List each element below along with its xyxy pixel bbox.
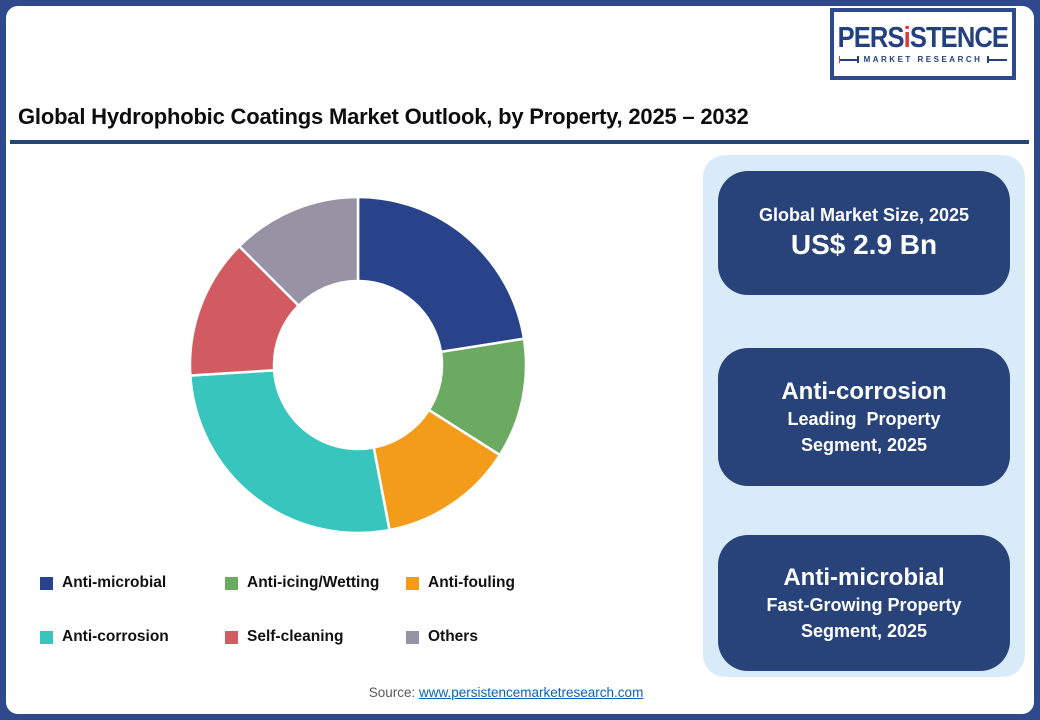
legend-label-anti-fouling: Anti-fouling [428, 574, 515, 591]
legend-label-anti-microbial: Anti-microbial [62, 574, 167, 591]
brand-wordmark: PERSiSTENCE [837, 22, 1009, 54]
brand-tagline: MARKET RESEARCH [863, 55, 983, 64]
brand-letter-i: i [903, 22, 911, 54]
brand-text-prefix: PERS [837, 22, 905, 54]
legend-item-anti-fouling: Anti-fouling [406, 574, 515, 592]
card-market-size-value: US$ 2.9 Bn [790, 229, 938, 261]
highlights-panel: Global Market Size, 2025 US$ 2.9 Bn Anti… [703, 155, 1025, 677]
page-frame: PERSiSTENCE MARKET RESEARCH Global Hydro… [6, 6, 1034, 714]
source-line: Source: www.persistencemarketresearch.co… [6, 685, 1006, 700]
legend-item-others: Others [406, 628, 515, 646]
legend-item-anti-icing-wetting: Anti-icing/Wetting [225, 574, 406, 592]
tagline-rule-right [987, 57, 1008, 63]
card-leading-segment-line2: Segment, 2025 [800, 434, 928, 455]
donut-chart [188, 195, 528, 535]
card-leading-segment-line1: Leading Property [787, 409, 941, 430]
legend-item-self-cleaning: Self-cleaning [225, 628, 406, 646]
donut-segment-others [237, 195, 360, 308]
donut-segment-anti-corrosion [189, 368, 391, 535]
legend-label-anti-corrosion: Anti-corrosion [62, 628, 169, 645]
legend-swatch-anti-corrosion [40, 630, 53, 644]
source-link[interactable]: www.persistencemarketresearch.com [418, 685, 644, 700]
legend-label-others: Others [428, 628, 478, 645]
card-fast-growing-segment-line2: Segment, 2025 [800, 620, 928, 641]
title-underline [10, 140, 1029, 144]
legend-swatch-others [406, 630, 419, 644]
card-fast-growing-segment-line1: Fast-Growing Property [766, 595, 962, 616]
card-global-market-size: Global Market Size, 2025 US$ 2.9 Bn [718, 171, 1010, 295]
source-label: Source: [368, 685, 416, 700]
brand-text-suffix: STENCE [909, 22, 1009, 54]
page-title: Global Hydrophobic Coatings Market Outlo… [18, 104, 749, 129]
card-leading-segment: Anti-corrosion Leading Property Segment,… [718, 348, 1010, 486]
legend-label-self-cleaning: Self-cleaning [247, 628, 344, 645]
chart-legend: Anti-microbial Anti-icing/Wetting Anti-f… [40, 574, 515, 646]
legend-swatch-self-cleaning [225, 630, 238, 644]
legend-swatch-anti-microbial [40, 576, 53, 590]
legend-swatch-anti-icing-wetting [225, 576, 238, 590]
card-fast-growing-segment: Anti-microbial Fast-Growing Property Seg… [718, 535, 1010, 671]
donut-segment-anti-microbial [356, 195, 526, 354]
card-leading-segment-name: Anti-corrosion [781, 378, 947, 406]
donut-chart-container [188, 195, 528, 535]
legend-item-anti-corrosion: Anti-corrosion [40, 628, 225, 646]
card-fast-growing-segment-name: Anti-microbial [783, 564, 945, 592]
legend-label-anti-icing-wetting: Anti-icing/Wetting [247, 574, 380, 591]
tagline-rule-left [838, 57, 859, 63]
brand-logo: PERSiSTENCE MARKET RESEARCH [830, 8, 1016, 80]
legend-swatch-anti-fouling [406, 576, 419, 590]
brand-tagline-row: MARKET RESEARCH [838, 55, 1008, 64]
legend-item-anti-microbial: Anti-microbial [40, 574, 225, 592]
card-market-size-title: Global Market Size, 2025 [758, 204, 970, 225]
